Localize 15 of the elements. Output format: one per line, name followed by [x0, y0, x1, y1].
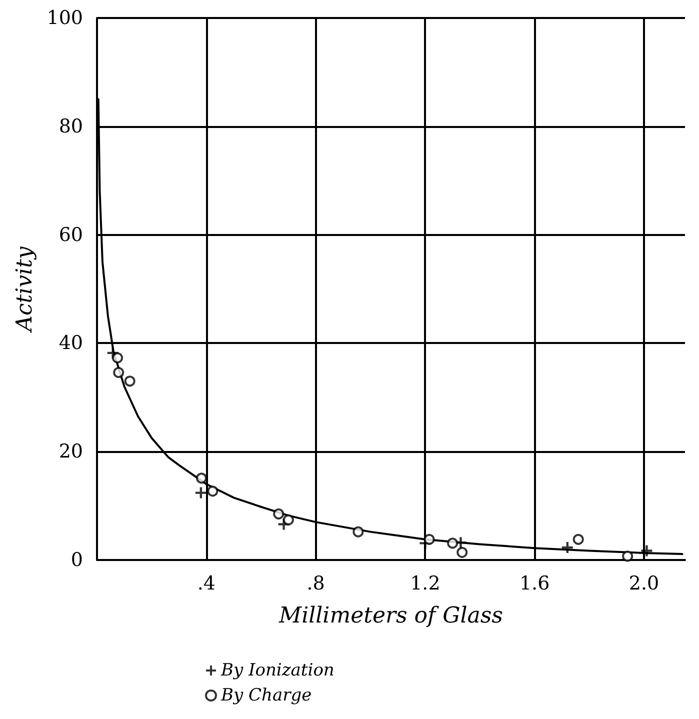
y-tick-label: 80 [58, 115, 83, 138]
x-axis-title: Millimeters of Glass [278, 604, 503, 628]
x-tick-label: .8 [306, 572, 325, 594]
y-tick-label: 40 [58, 332, 83, 354]
legend-label: By Ionization [220, 660, 334, 680]
y-tick-label: 20 [58, 440, 83, 463]
x-tick-label: 1.2 [410, 572, 440, 594]
legend-label: By Charge [220, 686, 312, 706]
x-tick-label: 2.0 [628, 572, 660, 594]
y-tick-label: 60 [58, 224, 83, 246]
x-tick-label: .4 [197, 572, 216, 594]
y-tick-label: 0 [70, 549, 83, 571]
x-tick-label: 1.6 [519, 572, 550, 594]
y-tick-label: 100 [46, 7, 83, 29]
y-axis-title: Activity [12, 246, 38, 334]
